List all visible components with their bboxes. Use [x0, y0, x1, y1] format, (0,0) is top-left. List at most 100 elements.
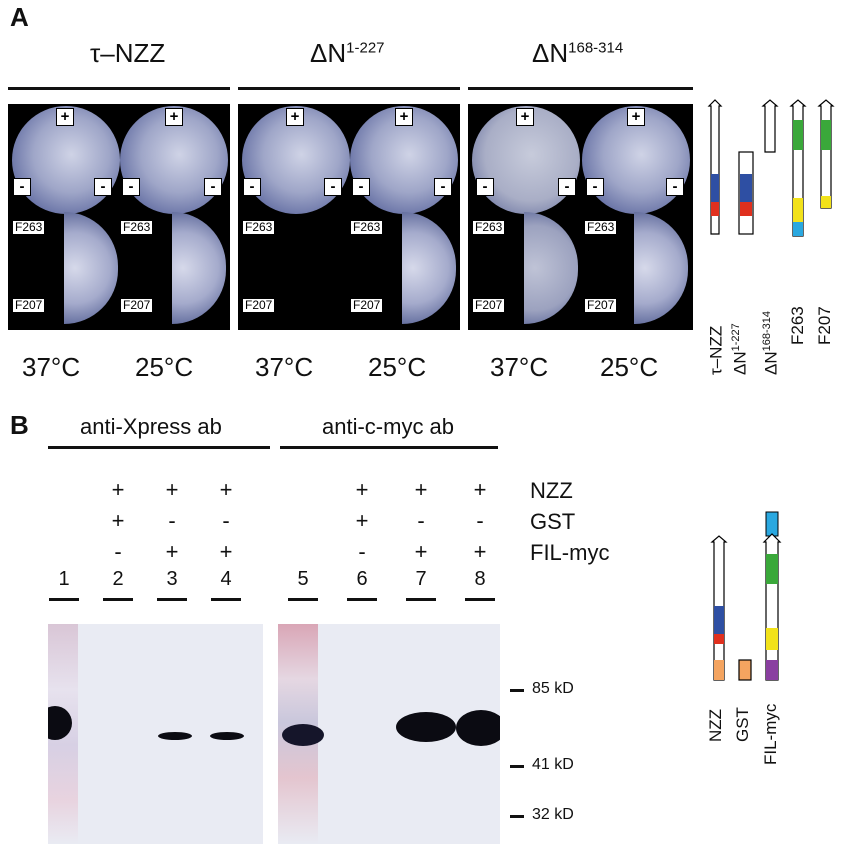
minus-sign: -: [558, 178, 576, 196]
construct-label-f263: F263: [788, 306, 807, 345]
strain-label-f207: F207: [120, 298, 154, 313]
strain-label-f263: F263: [584, 220, 618, 235]
temperature-label: 37°C: [22, 352, 81, 382]
domain-blue: [714, 606, 724, 634]
sign-gst-lane6: +: [355, 508, 369, 533]
sign-gst-lane4: -: [222, 508, 230, 533]
domain-cyan: [765, 511, 779, 537]
antibody-label-myc: anti-c-myc ab: [322, 414, 455, 439]
sign-fil-lane4: +: [219, 539, 233, 564]
title-deltaN-168-314: ΔN168-314: [532, 38, 624, 68]
strain-label-f207: F207: [242, 298, 276, 313]
title-underline-2: [238, 87, 460, 90]
strain-label-f263: F263: [242, 220, 276, 235]
sign-fil-lane8: +: [473, 539, 487, 564]
sign-gst-lane2: +: [111, 508, 125, 533]
lane-marker: [103, 598, 133, 601]
sign-gst-lane3: -: [168, 508, 176, 533]
plate-photo-deltaN-168-314: + - - + - - F263 F207 F263 F207: [468, 104, 693, 330]
minus-sign: -: [434, 178, 452, 196]
sign-nzz-lane7: +: [414, 477, 428, 502]
mw-tick: [510, 765, 524, 768]
construct-label-f207: F207: [815, 306, 834, 345]
sign-nzz-lane6: +: [355, 477, 369, 502]
antibody-underline-2: [280, 446, 498, 449]
plate-photo-deltaN-1-227: + - - + - - F263 F207 F263 F207: [238, 104, 460, 330]
lane-number: 1: [58, 568, 70, 590]
domain-blue: [711, 174, 719, 202]
antibody-label-xpress: anti-Xpress ab: [80, 414, 222, 439]
strain-label-f263: F263: [472, 220, 506, 235]
domain-red: [740, 202, 752, 216]
western-blot-xpress: [48, 624, 263, 844]
construct-bar-gst: [738, 659, 752, 681]
row-label-fil-myc: FIL-myc: [530, 540, 610, 565]
plus-sign: +: [56, 108, 74, 126]
half-plate-25c: [172, 212, 226, 324]
plus-sign: +: [516, 108, 534, 126]
lane-number: 3: [166, 568, 178, 590]
strain-label-f207: F207: [12, 298, 46, 313]
domain-cyan: [793, 222, 803, 236]
sign-nzz-lane8: +: [473, 477, 487, 502]
construct-diagram-b: [710, 511, 782, 681]
domain-green: [766, 554, 778, 584]
minus-sign: -: [476, 178, 494, 196]
title-underline-1: [8, 87, 230, 90]
minus-sign: -: [204, 178, 222, 196]
panel-a-label: A: [10, 2, 29, 32]
construct-label-deltaN-168-314: ΔN168-314: [761, 310, 781, 375]
construct-bar-deltaN-168-314: [761, 99, 779, 153]
domain-purple: [766, 660, 778, 680]
lane-marker: [288, 598, 318, 601]
minus-sign: -: [586, 178, 604, 196]
lane-number: 7: [415, 568, 427, 590]
temperature-label: 37°C: [255, 352, 314, 382]
band-lane4: [210, 732, 244, 740]
title-tau-nzz: τ–NZZ: [90, 38, 166, 68]
temperature-label: 25°C: [368, 352, 427, 382]
lane-marker: [49, 598, 79, 601]
band-lane7: [396, 712, 456, 742]
minus-sign: -: [666, 178, 684, 196]
half-plate-25c: [402, 212, 456, 324]
minus-sign: -: [94, 178, 112, 196]
domain-orange: [714, 660, 724, 680]
domain-red: [711, 202, 719, 216]
sign-fil-lane7: +: [414, 539, 428, 564]
title-deltaN-1-227: ΔN1-227: [310, 38, 385, 68]
temperature-label: 25°C: [135, 352, 194, 382]
minus-sign: -: [243, 178, 261, 196]
domain-red: [714, 634, 724, 644]
strain-label-f263: F263: [12, 220, 46, 235]
mw-tick: [510, 689, 524, 692]
lane-marker: [211, 598, 241, 601]
domain-green: [821, 120, 831, 150]
strain-label-f207: F207: [584, 298, 618, 313]
title-underline-3: [468, 87, 693, 90]
construct-diagram-a: [707, 99, 835, 237]
plus-sign: +: [165, 108, 183, 126]
temperature-label: 25°C: [600, 352, 659, 382]
domain-yellow: [821, 196, 831, 208]
lane-number: 6: [356, 568, 368, 590]
mw-label-85: 85 kD: [532, 680, 574, 697]
domain-yellow: [793, 198, 803, 222]
domain-green: [793, 120, 803, 150]
mw-label-41: 41 kD: [532, 756, 574, 773]
domain-yellow: [766, 628, 778, 650]
construct-label-tau-nzz: τ–NZZ: [706, 325, 726, 375]
sign-fil-lane3: +: [165, 539, 179, 564]
band-lane5: [282, 724, 324, 746]
plus-sign: +: [286, 108, 304, 126]
band-lane8: [456, 710, 500, 746]
strain-label-f263: F263: [120, 220, 154, 235]
strain-label-f263: F263: [350, 220, 384, 235]
half-plate-37c: [524, 212, 578, 324]
minus-sign: -: [13, 178, 31, 196]
minus-sign: -: [324, 178, 342, 196]
band-lane3: [158, 732, 192, 740]
temperature-label: 37°C: [490, 352, 549, 382]
lane-number: 4: [220, 568, 232, 590]
sign-nzz-lane3: +: [165, 477, 179, 502]
